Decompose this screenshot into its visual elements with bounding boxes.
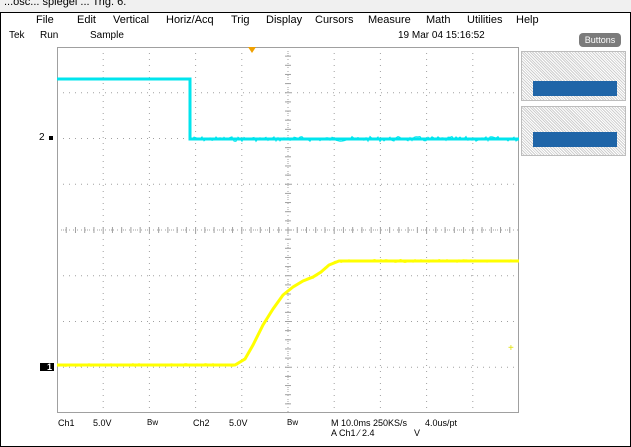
ch2-bw: Bw bbox=[287, 418, 299, 427]
panel-control-2[interactable] bbox=[521, 106, 626, 156]
ch2-trace bbox=[57, 77, 519, 141]
menu-bar: File Edit Vertical Horiz/Acq Trig Displa… bbox=[1, 13, 630, 28]
panel-button-1[interactable] bbox=[533, 81, 617, 96]
acq-mode: Sample bbox=[90, 30, 124, 41]
buttons-toggle[interactable]: Buttons bbox=[579, 33, 621, 47]
menu-cursors[interactable]: Cursors bbox=[315, 14, 354, 26]
menu-display[interactable]: Display bbox=[266, 14, 303, 26]
control-panel bbox=[521, 51, 626, 161]
menu-trig[interactable]: Trig bbox=[231, 14, 250, 26]
trigger-level-marker: + bbox=[508, 343, 514, 354]
ch1-label: Ch1 bbox=[58, 418, 75, 428]
ch1-ground-marker-label: 1 bbox=[47, 362, 53, 372]
run-state: Run bbox=[40, 30, 59, 41]
timebase-readout: M 10.0ms 250KS/s bbox=[331, 418, 408, 428]
menu-horiz-acq[interactable]: Horiz/Acq bbox=[166, 14, 214, 26]
menu-math[interactable]: Math bbox=[426, 14, 451, 26]
trigger-position-marker bbox=[248, 47, 256, 53]
ch1-noise bbox=[57, 258, 519, 368]
panel-button-2[interactable] bbox=[533, 132, 617, 147]
sample-interval-readout: 4.0us/pt bbox=[425, 418, 458, 428]
trigger-readout: A Ch1 ⁄ 2.4 bbox=[331, 428, 375, 438]
menu-measure[interactable]: Measure bbox=[368, 14, 411, 26]
window-title: ...osc... spiegel ... Trig. 6. bbox=[4, 0, 127, 8]
waveform-display bbox=[57, 47, 519, 413]
ch2-ground-marker bbox=[49, 136, 53, 140]
menu-help[interactable]: Help bbox=[516, 14, 539, 26]
datetime: 19 Mar 04 15:16:52 bbox=[398, 30, 485, 41]
status-bar: Tek Run Sample 19 Mar 04 15:16:52 bbox=[1, 29, 630, 44]
ch1-ground-marker bbox=[40, 363, 54, 371]
ch1-scale: 5.0V bbox=[93, 418, 112, 428]
menu-utilities[interactable]: Utilities bbox=[467, 14, 503, 26]
graticule bbox=[57, 47, 519, 413]
trigger-unit: V bbox=[414, 428, 421, 438]
panel-control-1[interactable] bbox=[521, 51, 626, 101]
brand-label: Tek bbox=[9, 30, 25, 41]
ch2-noise bbox=[189, 135, 519, 143]
ch2-scale: 5.0V bbox=[229, 418, 248, 428]
ch1-bw: Bw bbox=[147, 418, 159, 427]
graticule-border bbox=[57, 47, 519, 413]
menu-vertical[interactable]: Vertical bbox=[113, 14, 150, 26]
menu-edit[interactable]: Edit bbox=[77, 14, 96, 26]
window-title-bar: ...osc... spiegel ... Trig. 6. bbox=[0, 0, 631, 12]
ch2-ground-marker-label: 2 bbox=[39, 132, 45, 143]
menu-file[interactable]: File bbox=[36, 14, 54, 26]
ch2-label: Ch2 bbox=[193, 418, 210, 428]
